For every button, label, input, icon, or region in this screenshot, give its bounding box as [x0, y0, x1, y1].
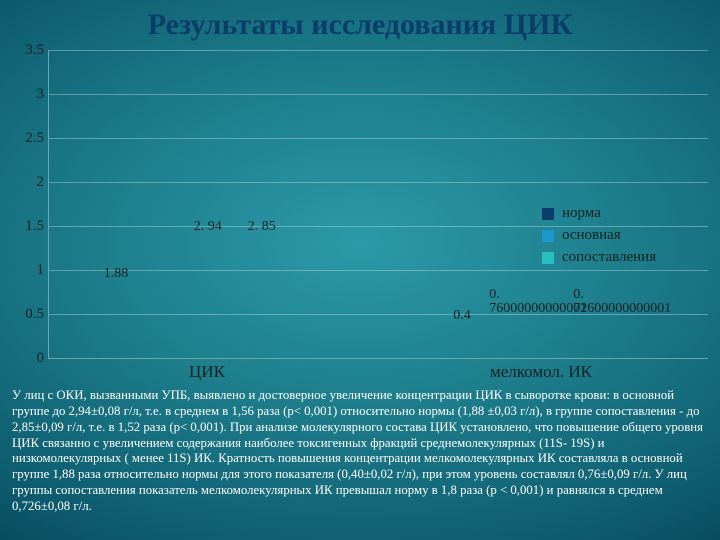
title-text: Результаты исследования ЦИК [148, 8, 572, 41]
legend-swatch [542, 252, 554, 264]
page-title: Результаты исследования ЦИК [0, 0, 720, 42]
x-category: ЦИК [40, 362, 374, 382]
legend-swatch [542, 230, 554, 242]
legend-swatch [542, 208, 554, 220]
legend-label: норма [562, 205, 601, 222]
legend-item: норма [542, 205, 702, 222]
legend: норма основная сопоставления [542, 200, 702, 271]
x-category: мелкомол. ИК [374, 362, 708, 382]
legend-item: сопоставления [542, 249, 702, 266]
legend-label: сопоставления [562, 249, 656, 266]
y-axis: 00.511.522.533.5 [8, 50, 48, 358]
legend-label: основная [562, 227, 621, 244]
x-axis-labels: ЦИКмелкомол. ИК [40, 362, 708, 382]
body-paragraph: У лиц с ОКИ, вызванными УПБ, выявлено и … [12, 388, 704, 515]
legend-item: основная [542, 227, 702, 244]
chart: 00.511.522.533.5 1.882. 942. 850.40. 760… [8, 50, 708, 358]
